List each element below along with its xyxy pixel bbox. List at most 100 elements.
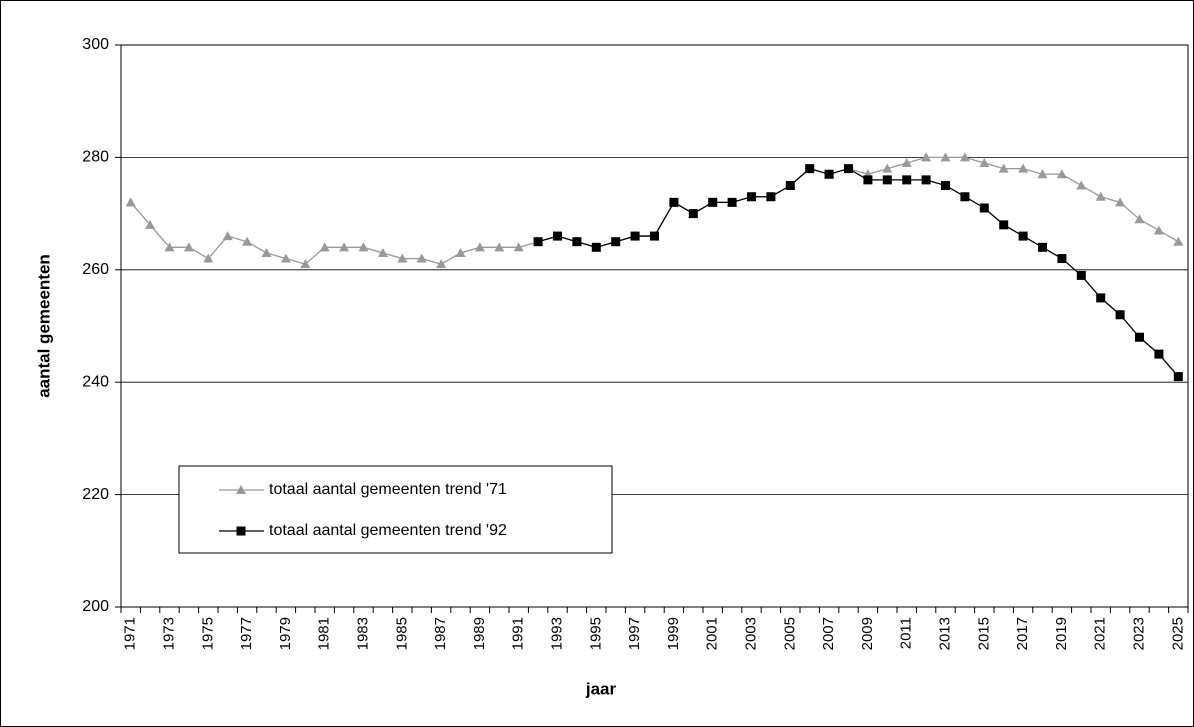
x-axis-title: jaar xyxy=(585,679,617,698)
x-tick-label: 1971 xyxy=(122,617,139,650)
point xyxy=(145,219,156,229)
point xyxy=(1115,310,1125,320)
x-tick-label: 1985 xyxy=(393,617,410,650)
point xyxy=(650,231,659,241)
x-tick-label: 2017 xyxy=(1014,617,1031,650)
x-tick-label: 1981 xyxy=(316,617,333,650)
point xyxy=(882,175,892,185)
point xyxy=(164,242,175,252)
point xyxy=(455,247,466,257)
point xyxy=(999,220,1009,230)
legend-label: totaal aantal gemeenten trend '92 xyxy=(269,522,507,539)
point xyxy=(688,209,698,219)
point xyxy=(1096,293,1106,303)
point xyxy=(1173,236,1184,246)
point xyxy=(1018,231,1028,241)
x-tick-label: 1995 xyxy=(587,617,604,650)
point xyxy=(319,242,330,252)
point xyxy=(669,197,679,207)
y-tick-label: 200 xyxy=(82,598,109,615)
x-tick-label: 1989 xyxy=(471,617,488,650)
point xyxy=(1134,214,1145,224)
point xyxy=(222,231,233,241)
x-tick-label: 2015 xyxy=(975,617,992,650)
point xyxy=(236,485,246,494)
x-tick-label: 2003 xyxy=(742,617,759,650)
y-tick-label: 220 xyxy=(82,486,109,503)
x-tick-label: 2009 xyxy=(859,617,876,650)
point xyxy=(863,175,873,185)
x-tick-label: 1977 xyxy=(238,617,255,650)
y-tick-label: 260 xyxy=(82,261,109,278)
point xyxy=(824,169,834,179)
point xyxy=(416,253,427,263)
point xyxy=(844,164,853,174)
point xyxy=(572,237,582,247)
point xyxy=(882,163,893,173)
point xyxy=(183,242,194,252)
y-tick-label: 300 xyxy=(82,36,109,53)
point xyxy=(1076,180,1087,190)
x-tick-label: 1973 xyxy=(160,617,177,650)
x-tick-label: 2025 xyxy=(1169,617,1186,650)
point xyxy=(436,259,447,269)
point xyxy=(474,242,485,252)
legend-label: totaal aantal gemeenten trend '71 xyxy=(269,481,507,498)
x-tick-label: 2019 xyxy=(1053,617,1070,650)
point xyxy=(785,181,795,190)
point xyxy=(203,253,214,263)
point xyxy=(1057,254,1067,264)
x-tick-label: 1991 xyxy=(510,617,527,650)
point xyxy=(941,181,950,190)
point xyxy=(805,164,815,174)
point xyxy=(494,242,505,252)
point xyxy=(979,158,990,168)
x-tick-label: 1999 xyxy=(665,617,682,650)
point xyxy=(611,237,621,247)
x-tick-label: 2001 xyxy=(704,617,721,650)
point xyxy=(1154,349,1164,359)
x-tick-label: 1993 xyxy=(548,617,565,650)
point xyxy=(979,203,989,213)
point xyxy=(300,259,311,269)
x-tick-label: 1975 xyxy=(199,617,216,650)
y-axis-title: aantal gemeenten xyxy=(34,254,53,398)
point xyxy=(1018,163,1029,173)
x-tick-label: 2011 xyxy=(898,617,915,649)
point xyxy=(1056,169,1067,179)
point xyxy=(377,247,388,257)
point xyxy=(358,242,369,252)
point xyxy=(339,242,350,252)
point xyxy=(630,231,640,241)
x-tick-label: 2005 xyxy=(781,617,798,650)
legend: totaal aantal gemeenten trend '71 totaal … xyxy=(178,465,613,554)
point xyxy=(1153,225,1164,235)
point xyxy=(727,197,737,207)
plot-area xyxy=(120,44,1189,608)
x-tick-label: 2023 xyxy=(1130,617,1147,650)
x-tick-label: 2013 xyxy=(936,617,953,650)
point xyxy=(1037,169,1048,179)
point xyxy=(553,231,562,241)
point xyxy=(921,152,932,162)
point xyxy=(1076,270,1086,280)
point xyxy=(513,242,524,252)
point xyxy=(236,526,246,536)
point xyxy=(998,163,1009,173)
point xyxy=(959,152,970,162)
x-tick-label: 1987 xyxy=(432,617,449,650)
point xyxy=(921,175,931,185)
series-line xyxy=(537,167,1179,378)
point xyxy=(1135,332,1144,342)
point xyxy=(747,192,756,202)
point xyxy=(901,158,912,168)
point xyxy=(591,242,601,252)
point xyxy=(902,175,912,185)
point xyxy=(1173,372,1183,382)
x-tick-label: 2021 xyxy=(1092,617,1109,650)
point xyxy=(397,253,408,263)
legend-box xyxy=(178,465,613,554)
